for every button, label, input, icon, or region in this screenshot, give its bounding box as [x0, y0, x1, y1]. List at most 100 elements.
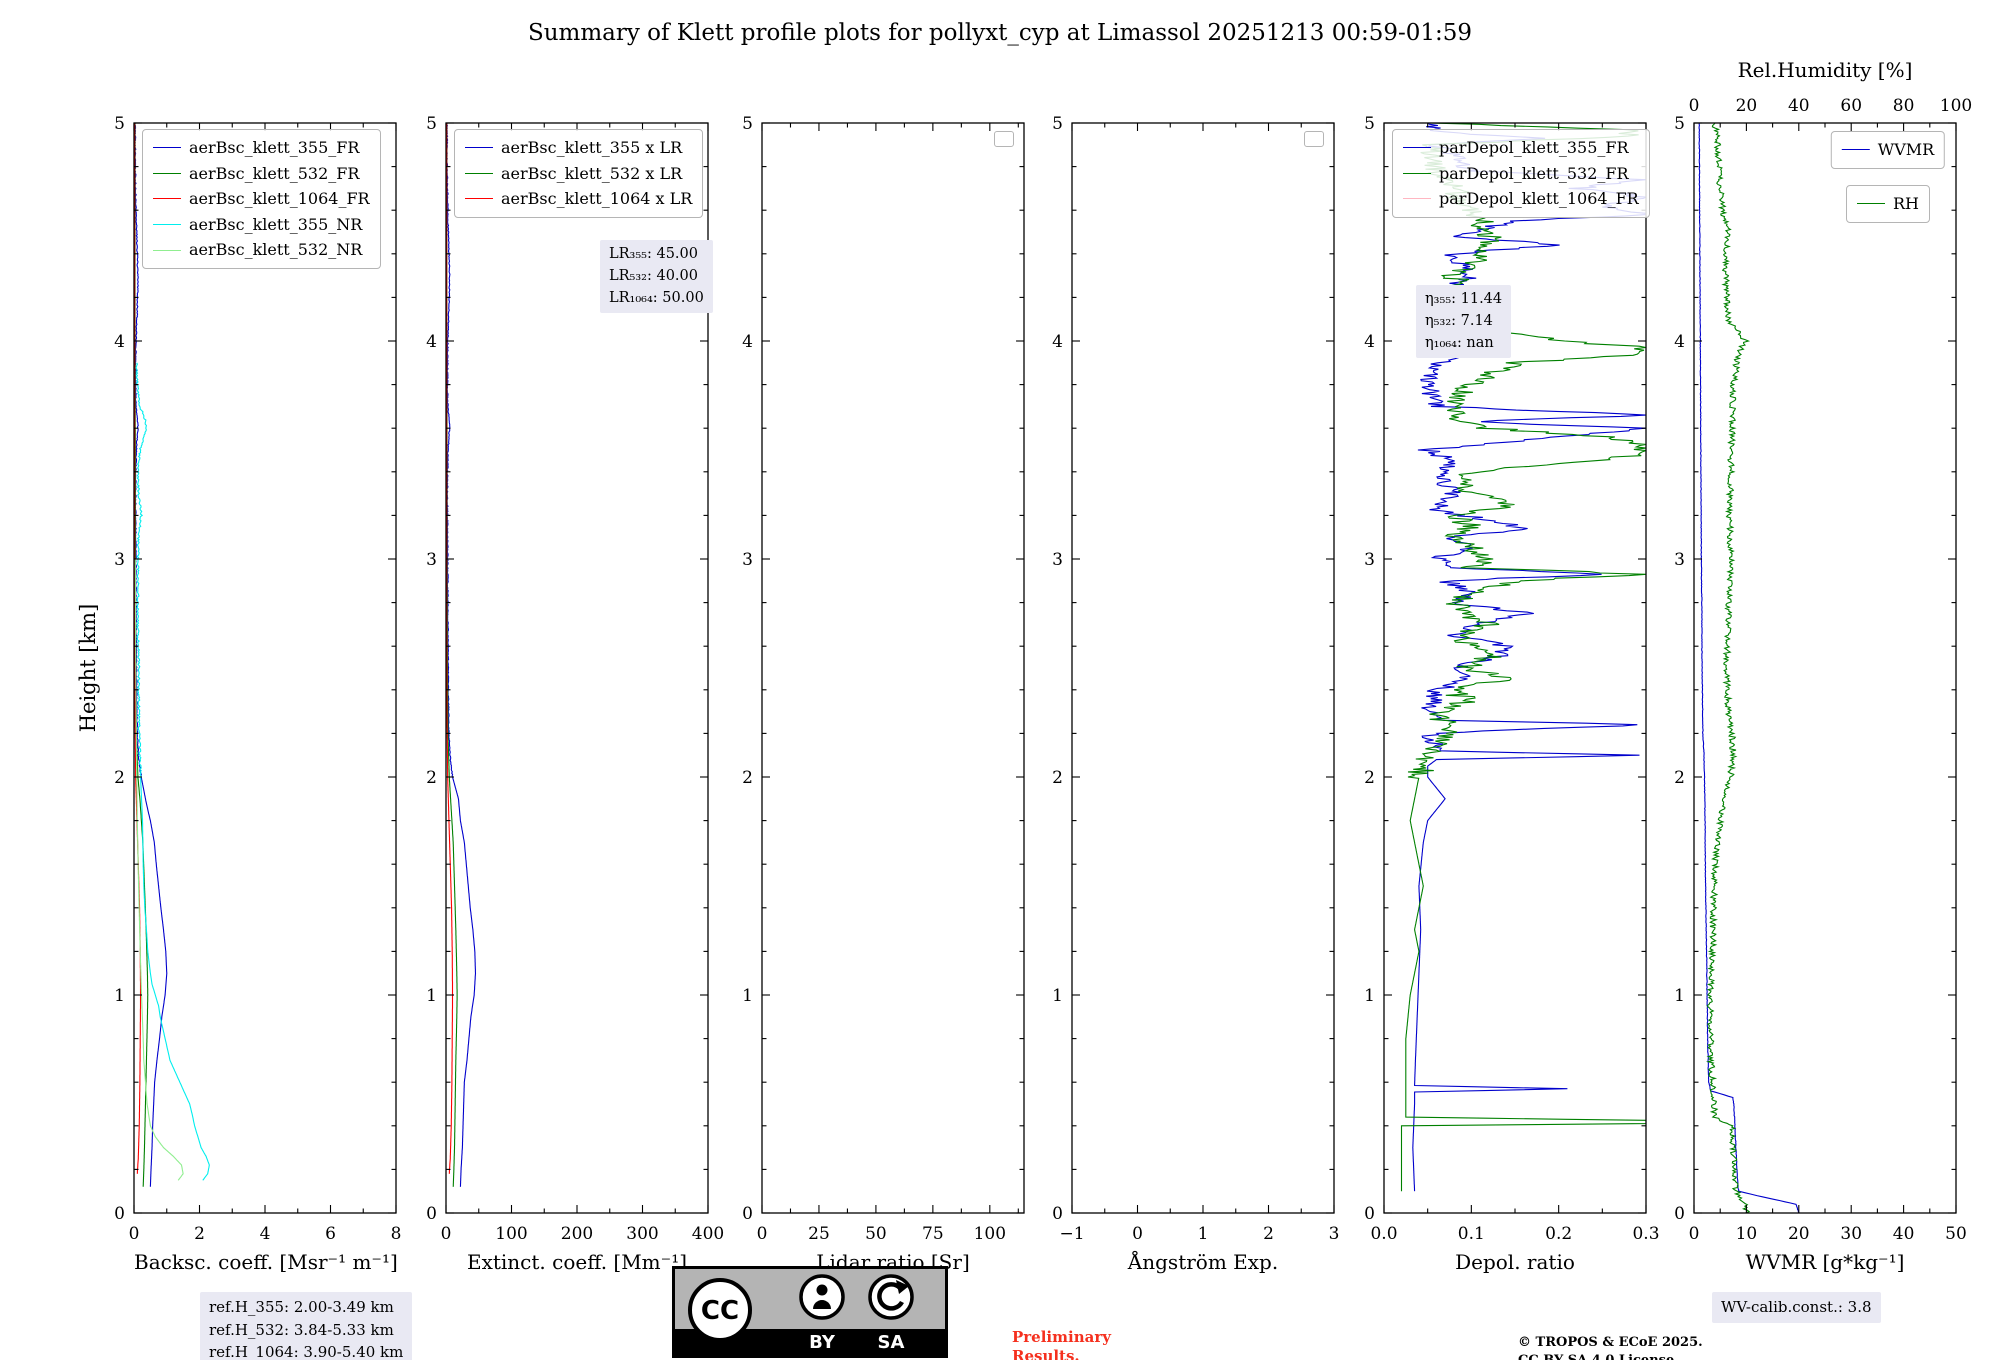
tick-label: 4 — [1674, 332, 1685, 352]
legend-line-sample — [153, 224, 181, 226]
lr-532-value: LR₅₃₂: 40.00 — [609, 267, 698, 284]
legend-entry: aerBsc_klett_1064_FR — [153, 186, 370, 212]
axis-ticks-depol: 0.0 0.1 0.2 0.3 0 1 2 3 4 5 — [1364, 114, 1659, 1244]
legend-entry-label: parDepol_klett_532_FR — [1439, 163, 1629, 183]
legend-entry: aerBsc_klett_1064 x LR — [465, 186, 692, 212]
legend-wvmr-wvmr: WVMR — [1830, 131, 1946, 169]
legend-entry-label: parDepol_klett_355_FR — [1439, 138, 1629, 157]
tick-label: 2 — [1364, 768, 1375, 788]
tick-label: 6 — [325, 1224, 336, 1244]
legend-line-sample — [153, 249, 181, 251]
legend-entry-label: aerBsc_klett_1064_FR — [189, 189, 370, 209]
series-aerBsc_klett_532_NR — [134, 559, 184, 1181]
tick-label: 8 — [391, 1224, 402, 1244]
legend-lidar-ratio-empty — [994, 131, 1014, 147]
tick-label: 0 — [426, 1204, 437, 1224]
legend-entry-label: RH — [1893, 194, 1919, 213]
tick-label: 100 — [1940, 96, 1972, 116]
legend-entry-label: aerBsc_klett_355_FR — [189, 138, 360, 157]
legend-entry: aerBsc_klett_532_NR — [153, 237, 370, 263]
legend-line-sample — [153, 172, 181, 174]
cc-icon: CC — [688, 1278, 752, 1342]
legend-entry-label: aerBsc_klett_355_NR — [189, 214, 363, 234]
ref-h-532: ref.H_532: 3.84-5.33 km — [209, 1320, 394, 1339]
preliminary-line-2: Results. — [1012, 1346, 1080, 1360]
panel-frame-backscatter — [133, 122, 397, 1214]
tick-label: 4 — [742, 332, 753, 352]
person-icon — [799, 1274, 845, 1320]
ref-h-355: ref.H_355: 2.00-3.49 km — [209, 1298, 394, 1316]
legend-entry-label: aerBsc_klett_532 x LR — [501, 163, 683, 183]
tick-label: 4 — [114, 332, 125, 352]
tick-label: 2 — [1674, 768, 1685, 788]
tick-label: 2 — [1263, 1224, 1274, 1244]
tick-label: 2 — [742, 768, 753, 788]
legend-extinction: aerBsc_klett_355 x LR aerBsc_klett_532 x … — [454, 129, 704, 218]
copyright-line-2: CC BY SA 4.0 License. — [1518, 1352, 1703, 1360]
series-aerBsc_klett_355_NR — [135, 362, 210, 1181]
legend-line-sample — [1857, 203, 1885, 205]
eta-532-value: η₅₃₂: 7.14 — [1425, 312, 1493, 329]
x-axis-label-extinction: Extinct. coeff. [Mm⁻¹] — [466, 1250, 688, 1274]
legend-entry: WVMR — [1841, 137, 1934, 163]
tick-label: 0 — [742, 1204, 753, 1224]
copyright-note: © TROPOS & ECoE 2025. CC BY SA 4.0 Licen… — [1518, 1334, 1703, 1360]
tick-label: 4 — [260, 1224, 271, 1244]
tick-label: 2 — [194, 1224, 205, 1244]
sa-arrow-icon — [868, 1274, 914, 1320]
tick-label: 1 — [1198, 1224, 1209, 1244]
tick-label: 75 — [922, 1224, 944, 1244]
figure-title: Summary of Klett profile plots for polly… — [527, 20, 1473, 46]
legend-line-sample — [1403, 198, 1431, 200]
tick-label: 0 — [1052, 1204, 1063, 1224]
legend-entry-label: aerBsc_klett_1064 x LR — [501, 189, 693, 209]
top-axis-label-rh: Rel.Humidity [%] — [1737, 58, 1913, 82]
copyright-line-1: © TROPOS & ECoE 2025. — [1518, 1335, 1703, 1350]
wv-calib-value: WV-calib.const.: 3.8 — [1721, 1298, 1872, 1316]
tick-label: 300 — [626, 1224, 658, 1244]
tick-label: 5 — [1674, 114, 1685, 134]
tick-label: 0.2 — [1545, 1224, 1572, 1244]
legend-line-sample — [1403, 172, 1431, 174]
legend-line-sample — [465, 147, 493, 149]
tick-label: 5 — [742, 114, 753, 134]
tick-label: 5 — [1364, 114, 1375, 134]
x-axis-label-backscatter: Backsc. coeff. [Msr⁻¹ m⁻¹] — [134, 1250, 398, 1274]
legend-line-sample — [153, 147, 181, 149]
series-WVMR — [1698, 123, 1800, 1213]
tick-label: 4 — [426, 332, 437, 352]
legend-entry-label: aerBsc_klett_355 x LR — [501, 138, 683, 157]
axis-ticks-extinction: 0 100 200 300 400 0 1 2 3 4 5 — [426, 114, 724, 1244]
tick-label: 40 — [1788, 96, 1810, 116]
tick-label: 0.0 — [1370, 1224, 1397, 1244]
series-aerBsc_klett_355_FR — [134, 123, 168, 1187]
legend-line-sample — [465, 198, 493, 200]
tick-label: 0 — [129, 1224, 140, 1244]
tick-label: 1 — [1674, 986, 1685, 1006]
panel-frame-angstrom — [1071, 122, 1335, 1214]
tick-label: 60 — [1840, 96, 1862, 116]
legend-line-sample — [1403, 147, 1431, 149]
cc-sa-label: SA — [878, 1332, 905, 1353]
tick-label: 80 — [1893, 96, 1915, 116]
tick-label: 3 — [742, 550, 753, 570]
series-parDepol_klett_532_FR — [1400, 123, 1646, 1192]
tick-label: 0.3 — [1632, 1224, 1659, 1244]
axis-ticks-backscatter: 0 2 4 6 8 0 1 2 3 4 5 — [114, 114, 401, 1244]
series-aerBsc_klett_355_x_LR — [446, 123, 477, 1187]
tick-label: 0 — [1132, 1224, 1143, 1244]
tick-label: 10 — [1736, 1224, 1758, 1244]
axis-ticks-lidar_ratio: 0 25 50 75 100 0 1 2 3 4 5 — [742, 114, 1024, 1244]
preliminary-note: Preliminary Results. — [1012, 1328, 1111, 1360]
legend-entry: aerBsc_klett_355_FR — [153, 135, 370, 161]
legend-entry-label: aerBsc_klett_532_FR — [189, 163, 360, 183]
legend-entry-label: aerBsc_klett_532_NR — [189, 240, 363, 260]
series-group-wvmr — [1698, 123, 1800, 1213]
x-axis-label-wvmr: WVMR [g*kg⁻¹] — [1745, 1250, 1905, 1274]
legend-line-sample — [1841, 149, 1870, 151]
lr-1064-value: LR₁₀₆₄: 50.00 — [609, 289, 704, 306]
svg-text:CC: CC — [701, 1296, 739, 1326]
